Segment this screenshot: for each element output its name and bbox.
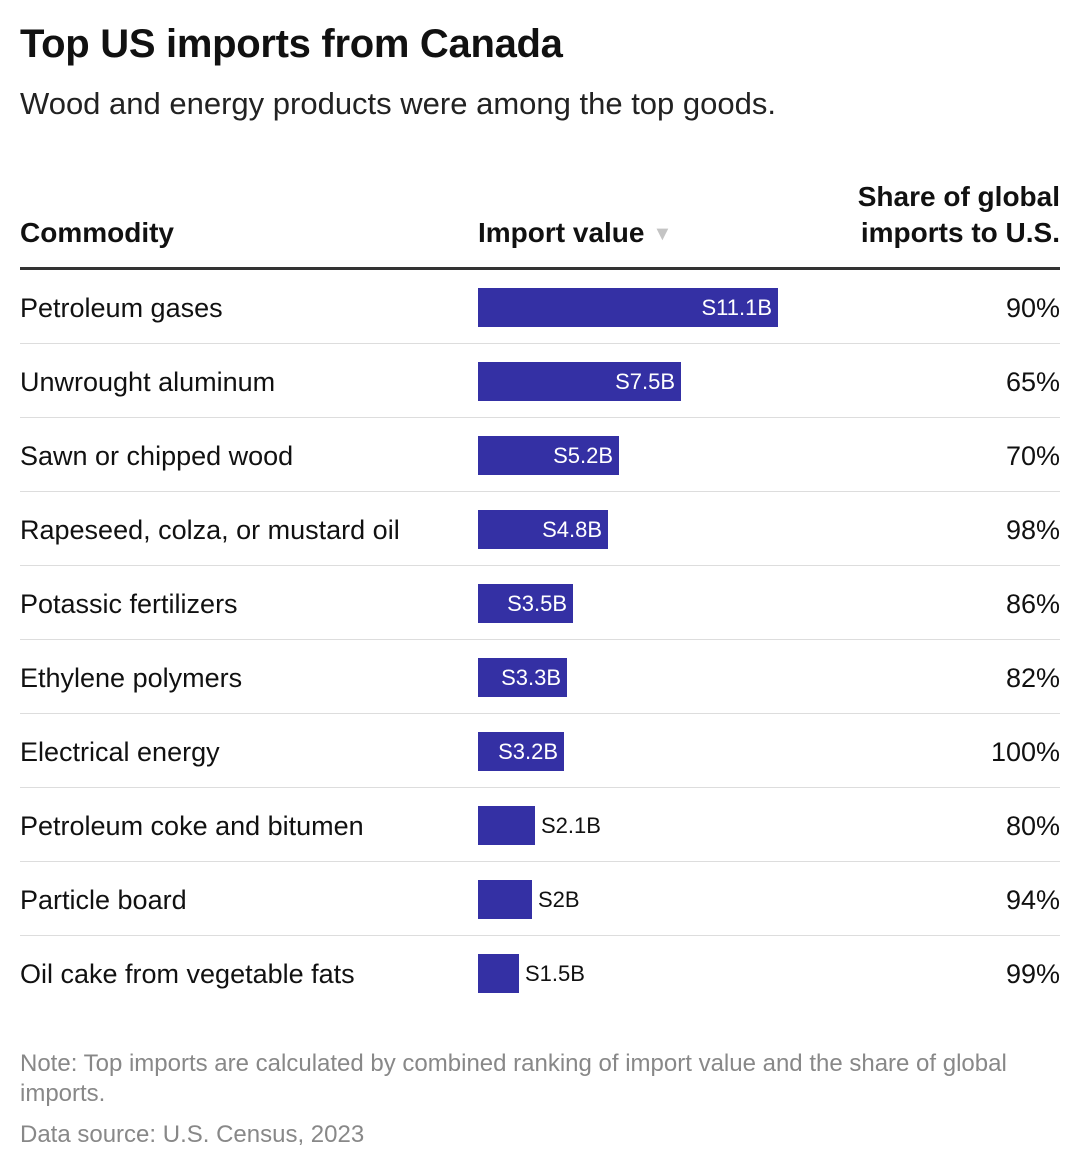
- import-value-bar: [478, 954, 519, 993]
- import-value-bar: [478, 658, 567, 697]
- column-header-share-line1: Share of global: [857, 181, 1060, 212]
- data-source: Data source: U.S. Census, 2023: [20, 1121, 365, 1148]
- import-share: 82%: [1005, 663, 1060, 693]
- header-divider: [20, 267, 1060, 270]
- import-value-bar: [478, 436, 619, 475]
- commodity-name: Sawn or chipped wood: [20, 441, 294, 471]
- column-header-share[interactable]: Share of global imports to U.S.: [858, 179, 1060, 251]
- chart-title: Top US imports from Canada: [20, 22, 563, 66]
- table-body: Petroleum gases S11.1B 90% Unwrought alumin…: [20, 270, 1060, 1010]
- column-header-commodity[interactable]: Commodity: [20, 217, 174, 248]
- commodity-name: Potassic fertilizers: [20, 589, 238, 619]
- import-value-label: S1.5B: [525, 961, 585, 986]
- import-value-bar: [478, 510, 608, 549]
- import-share: 90%: [1005, 293, 1060, 323]
- table-row: Rapeseed, colza, or mustard oil S4.8B 98%: [20, 492, 1060, 566]
- import-value-label: S7.5B: [615, 369, 675, 394]
- import-share: 99%: [1005, 959, 1060, 989]
- import-share: 98%: [1005, 515, 1060, 545]
- table-row: Sawn or chipped wood S5.2B 70%: [20, 418, 1060, 492]
- import-value-label: S2B: [538, 887, 580, 912]
- import-value-bar: [478, 732, 564, 771]
- import-share: 65%: [1005, 367, 1060, 397]
- table-row: Particle board S2B 94%: [20, 862, 1060, 936]
- commodity-name: Ethylene polymers: [20, 663, 243, 693]
- table-row: Oil cake from vegetable fats S1.5B 99%: [20, 936, 1060, 1010]
- sort-descending-icon[interactable]: ▼: [652, 223, 673, 245]
- commodity-name: Petroleum gases: [20, 293, 223, 323]
- commodity-name: Particle board: [20, 885, 187, 915]
- import-value-label: S2.1B: [541, 813, 601, 838]
- import-value-bar: [478, 288, 778, 327]
- import-share: 70%: [1005, 441, 1060, 471]
- footnote: Note: Top imports are calculated by comb…: [20, 1050, 1007, 1107]
- column-header-share-line2: imports to U.S.: [860, 217, 1060, 248]
- table-row: Petroleum coke and bitumen S2.1B 80%: [20, 788, 1060, 862]
- import-share: 86%: [1005, 589, 1060, 619]
- import-share: 80%: [1005, 811, 1060, 841]
- import-value-label: S4.8B: [542, 517, 602, 542]
- import-value-bar: [478, 880, 532, 919]
- table-row: Unwrought aluminum S7.5B 65%: [20, 344, 1060, 418]
- import-value-label: S3.2B: [498, 739, 558, 764]
- table-row: Petroleum gases S11.1B 90%: [20, 270, 1060, 344]
- import-value-label: S11.1B: [701, 295, 772, 320]
- column-header-import-value-label: Import value: [478, 217, 645, 248]
- table-row: Electrical energy S3.2B 100%: [20, 714, 1060, 788]
- table-row: Potassic fertilizers S3.5B 86%: [20, 566, 1060, 640]
- commodity-name: Oil cake from vegetable fats: [20, 959, 355, 989]
- import-value-label: S5.2B: [553, 443, 613, 468]
- commodity-name: Petroleum coke and bitumen: [20, 811, 364, 841]
- commodity-name: Electrical energy: [20, 737, 220, 767]
- import-value-bar: [478, 362, 681, 401]
- commodity-name: Unwrought aluminum: [20, 367, 276, 397]
- import-value-bar: [478, 584, 573, 623]
- import-share: 94%: [1005, 885, 1060, 915]
- import-value-bar: [478, 806, 535, 845]
- table-row: Ethylene polymers S3.3B 82%: [20, 640, 1060, 714]
- commodity-name: Rapeseed, colza, or mustard oil: [20, 515, 400, 545]
- import-share: 100%: [990, 737, 1060, 767]
- import-value-label: S3.3B: [501, 665, 561, 690]
- chart-subtitle: Wood and energy products were among the …: [20, 86, 776, 121]
- column-header-import-value[interactable]: Import value ▼: [478, 215, 672, 252]
- import-value-label: S3.5B: [507, 591, 567, 616]
